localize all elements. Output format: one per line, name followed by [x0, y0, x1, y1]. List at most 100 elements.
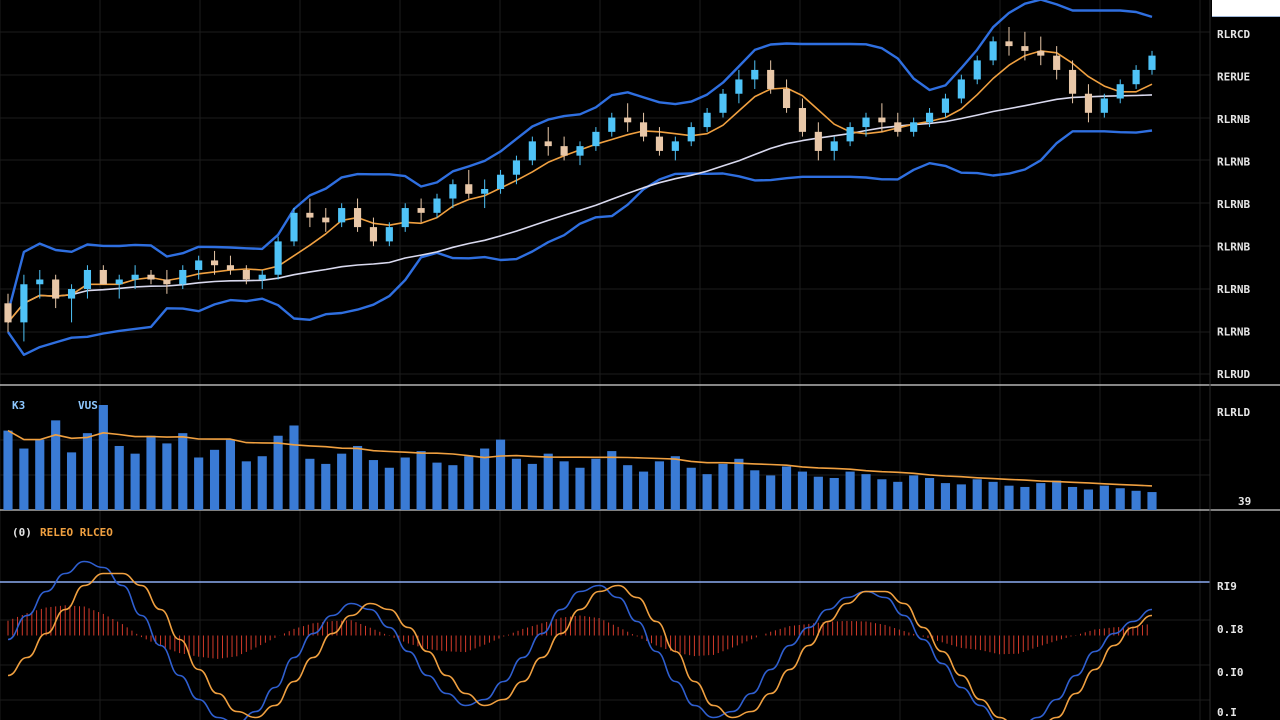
- candle-body: [258, 274, 266, 280]
- indicator-axis-label: 0.I8: [1217, 623, 1244, 636]
- volume-bar: [1147, 492, 1157, 510]
- candle-body: [989, 41, 997, 61]
- candle-body: [1084, 93, 1093, 113]
- indicator-histogram: [7, 605, 1148, 659]
- candle-body: [369, 227, 378, 242]
- candle-body: [449, 184, 457, 199]
- candle-body: [1132, 69, 1140, 85]
- volume-bars: [3, 405, 1157, 510]
- volume-bar: [432, 462, 442, 510]
- candle-body: [131, 274, 139, 280]
- candle-body: [147, 274, 155, 280]
- price-pane[interactable]: [4, 0, 1156, 356]
- volume-bar: [877, 479, 887, 510]
- indicator-axis-label: 0.I: [1217, 706, 1237, 719]
- signal-path: [7, 572, 1153, 720]
- candle-body: [655, 136, 664, 151]
- volume-bar: [3, 430, 13, 510]
- volume-pane[interactable]: K3 VUS: [3, 399, 1157, 510]
- candle-body: [274, 241, 282, 275]
- candle-body: [1005, 41, 1013, 47]
- candle-body: [925, 112, 934, 123]
- volume-bar: [781, 466, 792, 510]
- volume-bar: [829, 477, 839, 510]
- candle-body: [36, 279, 44, 285]
- volume-ma-path: [7, 429, 1153, 487]
- volume-bar: [670, 456, 680, 510]
- price-axis-label: RLRNB: [1217, 156, 1250, 169]
- volume-bar: [194, 457, 204, 510]
- candle-body: [846, 127, 854, 142]
- indicator-tag-right: RELEO RLCEO: [40, 526, 113, 539]
- candle-body: [242, 269, 250, 280]
- volume-bar: [559, 461, 569, 510]
- candle-body: [576, 146, 584, 156]
- volume-bar: [82, 433, 93, 510]
- grid-lines: [0, 0, 1210, 720]
- volume-moving-average: [7, 429, 1153, 487]
- volume-bar: [527, 463, 537, 510]
- brand-logo: [1212, 0, 1280, 17]
- candle-body: [592, 131, 600, 147]
- indicator-tag-left: (0): [12, 526, 32, 539]
- volume-bar: [988, 481, 998, 510]
- candle-body: [544, 141, 552, 147]
- candle-body: [703, 112, 711, 128]
- volume-bar: [623, 465, 633, 510]
- volume-axis-label: RLRLD: [1217, 406, 1250, 419]
- price-axis-label: RLRNB: [1217, 283, 1250, 296]
- volume-bar: [368, 460, 379, 510]
- macd-path: [7, 560, 1153, 720]
- indicator-axis: RI9 0.I8 0.I0 0.I: [1217, 580, 1244, 719]
- bollinger-lower-path: [7, 129, 1153, 356]
- volume-bar: [702, 474, 712, 510]
- candle-body: [290, 212, 298, 242]
- candle-body: [52, 279, 60, 299]
- slow-ma-path: [7, 94, 1153, 323]
- candle-body: [433, 198, 441, 213]
- indicator-pane[interactable]: (0) RELEO RLCEO: [7, 526, 1153, 720]
- volume-bar: [1020, 486, 1030, 510]
- candle-body: [163, 279, 171, 285]
- volume-bar: [1036, 483, 1046, 510]
- volume-bar: [607, 451, 617, 510]
- volume-bar: [893, 481, 903, 510]
- volume-bar: [225, 439, 236, 510]
- volume-bar: [19, 448, 29, 510]
- candle-body: [67, 289, 76, 299]
- volume-axis-label: 39: [1238, 495, 1251, 508]
- candle-body: [83, 269, 92, 290]
- indicator-axis-label: RI9: [1217, 580, 1237, 593]
- candle-body: [1021, 46, 1029, 51]
- volume-bar: [321, 463, 331, 510]
- candle-body: [814, 131, 822, 151]
- bollinger-upper-band: [6, 0, 1153, 314]
- volume-bar: [543, 453, 553, 510]
- candle-body: [782, 88, 791, 109]
- price-axis-label: RLRNB: [1217, 198, 1250, 211]
- candle-body: [353, 208, 362, 228]
- candle-body: [608, 117, 616, 132]
- candle-body: [687, 127, 695, 142]
- volume-bar: [575, 467, 585, 510]
- price-axis-label: RLRNB: [1217, 241, 1250, 254]
- volume-bar: [686, 467, 696, 510]
- candle-body: [115, 279, 123, 285]
- volume-bar: [511, 458, 522, 510]
- volume-bar: [146, 435, 156, 510]
- volume-bar: [766, 475, 776, 510]
- candle-body: [401, 208, 409, 228]
- candle-body: [1037, 50, 1045, 56]
- volume-bar: [591, 458, 601, 510]
- candle-body: [226, 265, 235, 270]
- volume-bar: [178, 433, 188, 510]
- volume-bar: [1083, 489, 1094, 510]
- candle-body: [210, 260, 219, 266]
- candle-body: [735, 79, 743, 94]
- candle-body: [465, 184, 473, 194]
- candle-body: [338, 208, 346, 223]
- candle-body: [512, 160, 521, 175]
- price-axis-label: RLRUD: [1217, 368, 1250, 381]
- candle-body: [751, 69, 759, 80]
